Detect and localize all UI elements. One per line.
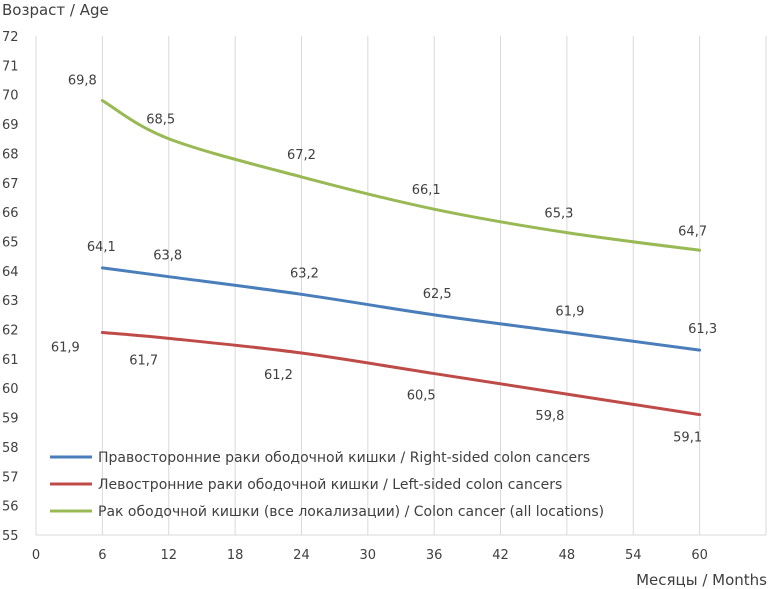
data-labels: 64,1 63,8 63,2 62,5 61,9 61,3 61,9 61,7 61,2 60,5… [51,74,717,446]
x-tick-label: 24 [293,548,310,563]
series-line-2 [100,330,702,417]
data-label: 64,1 [87,240,116,255]
y-tick-label: 55 [2,529,19,544]
data-label: 59,8 [535,409,564,424]
y-tick-label: 57 [2,470,19,485]
x-tick-label: 36 [426,548,443,563]
y-tick-label: 70 [2,89,19,104]
y-tick-label: 66 [2,206,19,221]
legend-label-2: Левостронние раки ободочной кишки / Left… [98,477,562,493]
x-tick-label: 12 [160,548,177,563]
y-tick-label: 71 [2,59,19,74]
series-line-3 [100,99,702,252]
data-label: 68,5 [146,113,175,128]
x-tick-label: 48 [559,548,576,563]
y-tick-label: 59 [2,412,19,427]
x-tick-label: 42 [492,548,509,563]
x-axis-title: Месяцы / Months [636,571,767,589]
gridlines [35,36,767,535]
x-tick-label: 6 [98,548,106,563]
data-label: 69,8 [68,74,97,89]
y-tick-label: 56 [2,500,19,515]
x-tick-label: 60 [691,548,708,563]
data-label: 61,3 [688,322,717,337]
y-tick-label: 63 [2,294,19,309]
x-axis-ticks: 0 6 12 18 24 30 36 42 48 54 60 [32,548,708,563]
y-axis-title: Возраст / Age [2,1,109,19]
data-label: 59,1 [673,431,702,446]
y-tick-label: 72 [2,30,19,45]
series-lines [100,99,702,417]
data-label: 66,1 [412,183,441,198]
series-line-1 [100,266,702,352]
data-label: 63,2 [290,266,319,281]
data-label: 64,7 [678,224,707,239]
legend-label-3: Рак ободочной кишки (все локализации) / … [98,504,604,520]
y-tick-label: 69 [2,118,19,133]
legend-label-1: Правосторонние раки ободочной кишки / Ri… [98,450,590,466]
x-tick-label: 0 [32,548,40,563]
legend: Правосторонние раки ободочной кишки / Ri… [50,450,604,520]
data-label: 67,2 [287,148,316,163]
data-label: 61,9 [555,304,584,319]
data-label: 60,5 [407,389,436,404]
y-tick-label: 64 [2,265,19,280]
y-tick-label: 65 [2,235,19,250]
y-tick-label: 62 [2,324,19,339]
x-tick-label: 18 [227,548,244,563]
y-axis-ticks: 55 56 57 58 59 60 61 62 63 64 65 66 67 68 69 70 71 72 [2,30,19,544]
y-tick-label: 58 [2,441,19,456]
data-label: 65,3 [544,207,573,222]
y-tick-label: 68 [2,147,19,162]
data-label: 63,8 [153,249,182,264]
data-label: 62,5 [423,287,452,302]
y-tick-label: 61 [2,353,19,368]
data-label: 61,9 [51,340,80,355]
data-label: 61,7 [129,353,158,368]
data-label: 61,2 [264,368,293,383]
x-tick-label: 54 [625,548,642,563]
plot-area [36,36,766,535]
y-tick-label: 60 [2,382,19,397]
x-tick-label: 30 [360,548,377,563]
y-tick-label: 67 [2,177,19,192]
